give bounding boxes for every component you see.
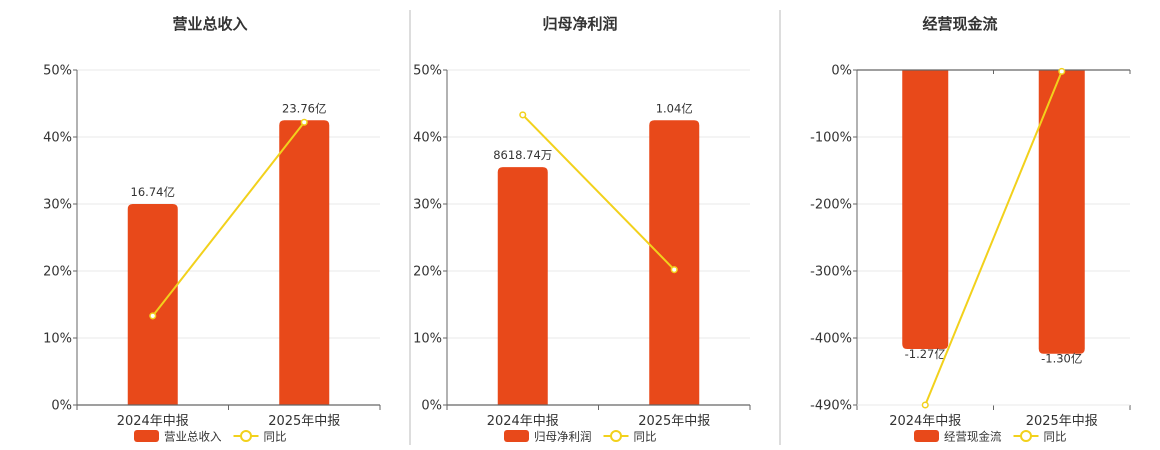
yoy-line (924, 70, 1063, 406)
y-tick-label: 20% (43, 265, 72, 280)
y-tick-label: 50% (43, 64, 72, 79)
yoy-point (1058, 67, 1066, 75)
y-tick-label: -200% (810, 198, 852, 213)
x-tick-label: 2024年中报 (487, 414, 559, 429)
y-tick-label: 10% (43, 332, 72, 347)
chart-panel-1: 营业总收入 0% 10% 20% 30% 40% 50% 16.74亿 23.76亿 2024年中… (43, 15, 381, 444)
x-tick-label: 2025年中报 (638, 414, 710, 429)
y-tick-label: -100% (810, 131, 852, 146)
legend-line-label: 同比 (1044, 430, 1067, 444)
chart-panel-3: 经营现金流 0% -100% -200% -300% -400% -490% -1.27亿 -1… (810, 15, 1131, 444)
y-tick-label: 0% (51, 399, 72, 414)
x-tick-label: 2025年中报 (268, 414, 340, 429)
chart-title: 营业总收入 (172, 15, 247, 33)
y-tick-label: -490% (810, 399, 852, 414)
x-tick-label: 2024年中报 (889, 414, 961, 429)
x-tick-label: 2024年中报 (117, 414, 189, 429)
yoy-line (522, 114, 675, 271)
legend-bar-label: 营业总收入 (164, 430, 222, 444)
bar (1038, 70, 1085, 354)
legend-line-marker (240, 430, 252, 442)
bar-data-label: -1.30亿 (1041, 352, 1082, 366)
bar (497, 167, 548, 405)
yoy-point (670, 266, 678, 274)
bar (649, 120, 700, 405)
y-tick-label: 30% (413, 198, 442, 213)
legend-line-marker (1020, 430, 1032, 442)
yoy-point (300, 118, 308, 126)
bar-data-label: 23.76亿 (282, 101, 326, 115)
legend-line-label: 同比 (634, 430, 657, 444)
y-tick-label: 40% (413, 131, 442, 146)
legend-line-marker (610, 430, 622, 442)
y-tick-label: 50% (413, 64, 442, 79)
y-tick-label: 20% (413, 265, 442, 280)
x-tick-label: 2025年中报 (1026, 414, 1098, 429)
bar-data-label: 8618.74万 (493, 148, 552, 162)
chart-panel-2: 归母净利润 0% 10% 20% 30% 40% 50% 8618.74万 1.04亿 2024年… (413, 15, 751, 444)
legend-line-label: 同比 (264, 430, 287, 444)
y-tick-label: 0% (421, 399, 442, 414)
y-tick-label: 0% (831, 64, 852, 79)
bar-data-label: 16.74亿 (131, 185, 175, 199)
legend-bar-label: 归母净利润 (534, 430, 592, 444)
legend-bar-swatch (134, 430, 159, 442)
y-tick-label: 10% (413, 332, 442, 347)
bar (127, 204, 178, 405)
y-tick-label: -300% (810, 265, 852, 280)
yoy-line (151, 121, 306, 317)
legend-bar-label: 经营现金流 (944, 430, 1002, 444)
bar-data-label: 1.04亿 (656, 101, 693, 115)
y-tick-label: -400% (810, 332, 852, 347)
legend-bar-swatch (504, 430, 529, 442)
yoy-point (149, 312, 157, 320)
yoy-point (921, 401, 929, 409)
bar (902, 70, 949, 349)
legend-bar-swatch (914, 430, 939, 442)
y-tick-label: 40% (43, 131, 72, 146)
yoy-point (519, 111, 527, 119)
chart-title: 归母净利润 (542, 15, 617, 33)
bar-data-label: -1.27亿 (905, 347, 946, 361)
chart-title: 经营现金流 (922, 15, 997, 33)
y-tick-label: 30% (43, 198, 72, 213)
bar (279, 120, 330, 405)
